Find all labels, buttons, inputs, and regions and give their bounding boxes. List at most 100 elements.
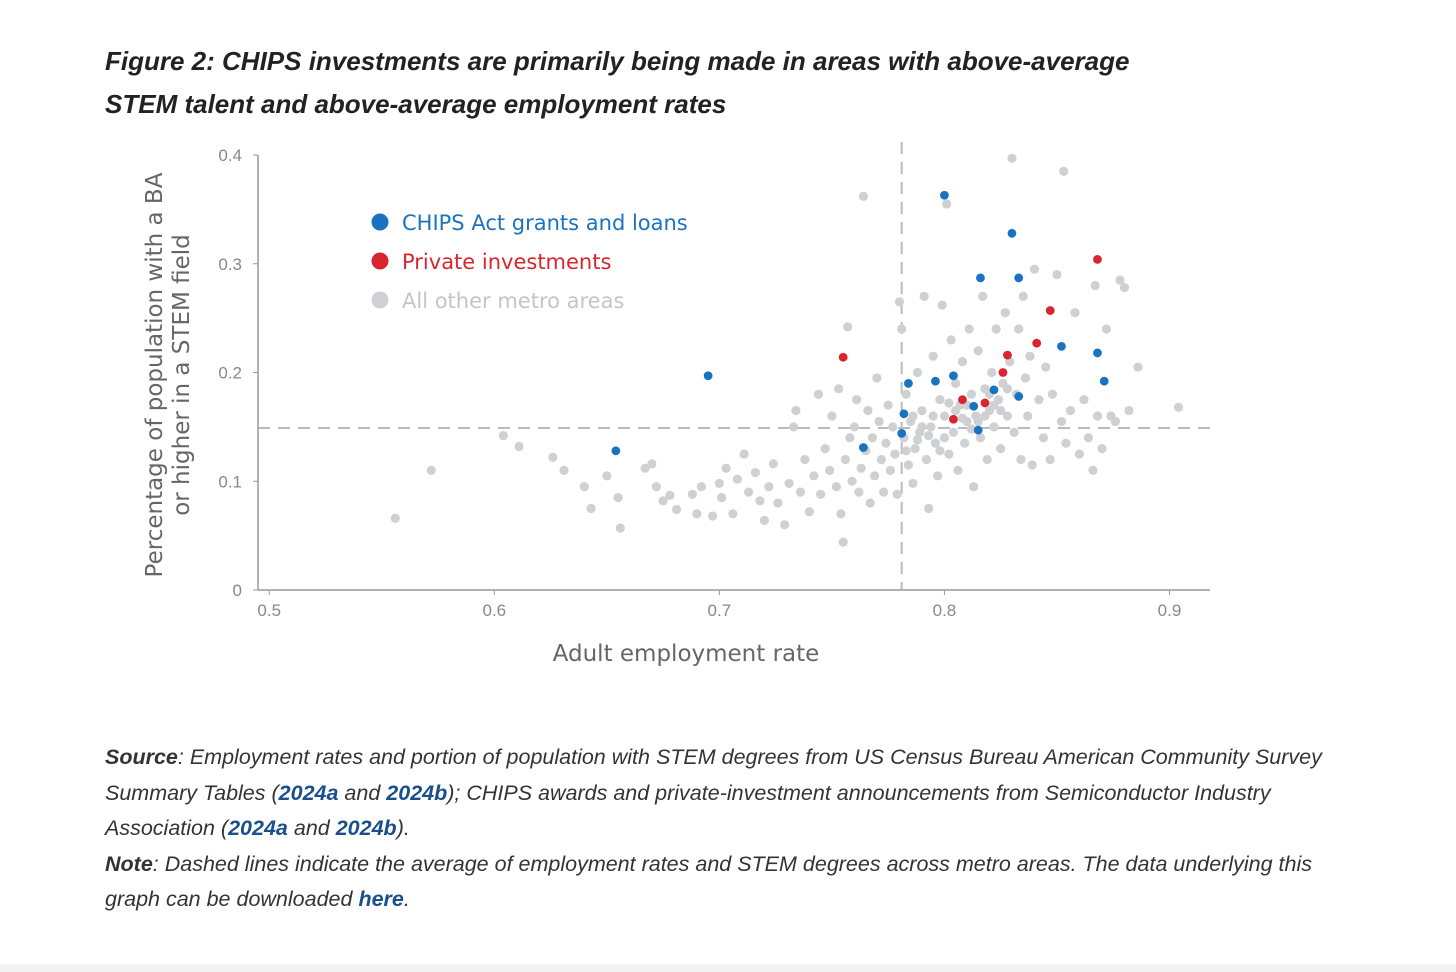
legend-label: All other metro areas: [402, 289, 624, 313]
data-point: [613, 492, 623, 503]
data-point: [935, 395, 945, 405]
data-point: [948, 427, 959, 437]
data-point: [924, 430, 934, 441]
data-point: [859, 443, 868, 452]
data-point: [949, 414, 958, 424]
data-point: [996, 405, 1006, 416]
legend-label: CHIPS Act grants and loans: [402, 211, 688, 235]
data-point: [1088, 465, 1098, 475]
data-point: [498, 430, 508, 441]
data-point: [1002, 384, 1013, 394]
data-point: [1032, 338, 1042, 348]
data-point: [579, 482, 589, 492]
y-axis-label-line-2: or higher in a STEM field: [169, 234, 195, 516]
data-point: [1093, 348, 1102, 358]
data-point: [1000, 308, 1010, 318]
data-point: [426, 465, 436, 475]
data-point: [933, 471, 943, 481]
data-point: [696, 482, 706, 492]
data-point: [897, 429, 907, 438]
data-point: [847, 476, 857, 486]
data-point: [969, 482, 979, 492]
figure-title-line-1: Figure 2: CHIPS investments are primaril…: [105, 46, 1130, 76]
data-point: [951, 378, 961, 388]
source-link-2024a-census[interactable]: 2024a: [278, 780, 339, 805]
data-point: [958, 395, 967, 405]
data-point: [939, 433, 950, 443]
data-point: [692, 509, 702, 519]
data-point: [944, 449, 954, 459]
source-link-2024a-sia[interactable]: 2024a: [228, 816, 288, 840]
data-point: [780, 520, 790, 530]
data-point: [944, 398, 954, 408]
source-text: ).: [396, 816, 410, 840]
source-text: ); CHIPS awards and private-investment a…: [105, 780, 1271, 841]
note: Note: Dashed lines indicate the average …: [105, 847, 1355, 918]
data-point: [975, 433, 986, 443]
data-point: [1014, 324, 1024, 334]
source-text: and: [338, 780, 387, 805]
data-point: [901, 389, 911, 399]
data-point: [640, 463, 650, 473]
data-point: [879, 487, 889, 497]
data-point: [908, 478, 918, 489]
data-point: [1056, 416, 1067, 427]
data-point: [658, 496, 668, 506]
data-point: [917, 405, 927, 416]
data-point: [1099, 376, 1109, 386]
source-text: : Employment rates and portion of popula…: [105, 745, 1322, 805]
data-point: [1029, 264, 1040, 274]
data-point: [744, 487, 754, 497]
data-point: [912, 367, 923, 378]
data-point: [825, 465, 835, 475]
data-point: [820, 444, 830, 454]
data-point: [755, 496, 765, 506]
data-point: [987, 367, 997, 378]
note-text: .: [403, 887, 410, 911]
data-point: [901, 446, 911, 456]
data-point: [1065, 405, 1076, 416]
data-point: [969, 401, 979, 411]
data-point: [791, 405, 801, 416]
data-point: [854, 487, 864, 497]
data-point: [1093, 255, 1102, 264]
y-axis-label-line-1: Percentage of population with a BA: [142, 172, 168, 577]
data-point: [831, 482, 842, 492]
data-point: [764, 482, 774, 492]
y-tick-label: 0.4: [218, 146, 242, 165]
data-point: [863, 405, 873, 416]
data-point: [750, 467, 760, 478]
data-point: [816, 489, 826, 499]
x-tick-label: 0.5: [257, 601, 281, 620]
data-point: [930, 438, 941, 448]
data-point: [843, 322, 853, 332]
data-point: [852, 395, 862, 405]
download-data-link[interactable]: here: [358, 887, 404, 911]
y-tick-label: 0.3: [218, 255, 242, 274]
note-text: : Dashed lines indicate the average of e…: [105, 851, 1313, 912]
source-link-2024b-census[interactable]: 2024b: [386, 780, 448, 805]
data-point: [976, 273, 985, 283]
source-note: Source: Employment rates and portion of …: [105, 740, 1355, 847]
data-point: [1002, 411, 1013, 421]
source-link-2024b-sia[interactable]: 2024b: [335, 816, 397, 840]
data-point: [991, 324, 1001, 334]
data-point: [989, 400, 999, 410]
data-point: [834, 384, 844, 394]
legend-label: Private investments: [402, 250, 611, 274]
data-point: [919, 291, 929, 301]
data-point: [559, 465, 569, 475]
data-point: [784, 478, 794, 489]
data-point: [1070, 308, 1080, 318]
data-point: [795, 487, 805, 497]
data-point: [989, 385, 999, 395]
data-point: [1014, 273, 1024, 283]
data-point: [872, 373, 882, 383]
data-point: [949, 371, 958, 381]
data-point: [897, 324, 907, 334]
data-point: [973, 346, 983, 356]
data-point: [813, 389, 823, 399]
data-point: [611, 446, 621, 456]
data-point: [1173, 402, 1184, 412]
data-point: [1083, 433, 1094, 443]
